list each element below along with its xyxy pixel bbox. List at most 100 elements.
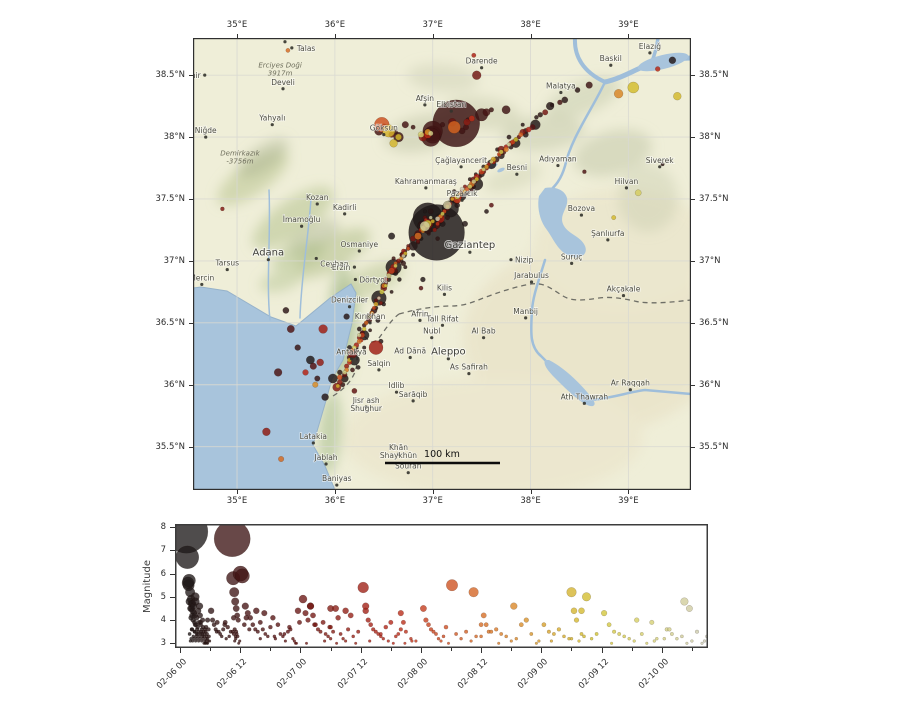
city-label: Manbij bbox=[513, 307, 538, 316]
scatter-point bbox=[297, 619, 302, 625]
city-dot bbox=[559, 90, 563, 95]
x-minor-tick bbox=[330, 648, 332, 651]
lakes bbox=[488, 52, 689, 407]
lon-tick-label-top: 39°E bbox=[618, 20, 639, 30]
city-dot bbox=[281, 87, 285, 91]
city-label: Hilvan bbox=[615, 177, 639, 186]
scatter-point bbox=[234, 612, 241, 619]
quake-marker bbox=[498, 149, 504, 155]
city-dot bbox=[204, 135, 208, 139]
quake-marker bbox=[396, 258, 401, 264]
scatter-point bbox=[702, 639, 707, 643]
city-label: Çağlayancerit bbox=[435, 156, 487, 165]
scatter-point bbox=[396, 632, 401, 636]
quake-marker bbox=[488, 202, 494, 208]
city-label: Osmaniye bbox=[341, 240, 379, 249]
quake-marker bbox=[220, 206, 225, 212]
quake-marker bbox=[518, 132, 524, 138]
quake-marker bbox=[335, 383, 340, 389]
x-tick-label: 02-06 12 bbox=[215, 657, 250, 692]
quake-marker bbox=[328, 373, 338, 384]
scatter-point bbox=[196, 602, 204, 610]
city-label: Siverek bbox=[646, 156, 674, 165]
scatter-point bbox=[268, 624, 273, 630]
scatter-point bbox=[258, 636, 263, 641]
quake-marker bbox=[534, 115, 539, 120]
scatter-point bbox=[342, 607, 349, 615]
quake-marker bbox=[383, 277, 388, 282]
lat-tick-label-left: 35.5°N bbox=[155, 441, 185, 452]
quake-marker bbox=[529, 124, 536, 131]
scatter-point bbox=[189, 627, 195, 632]
scatter-point bbox=[331, 629, 336, 634]
scatter-point bbox=[566, 587, 577, 598]
ataturk-reservoir bbox=[538, 187, 586, 258]
y-axis-label: Magnitude bbox=[141, 559, 153, 613]
city-dot bbox=[314, 256, 318, 261]
lat-tick-mark bbox=[189, 322, 193, 324]
city-dot bbox=[300, 224, 304, 228]
scatter-point bbox=[193, 639, 198, 643]
quake-marker bbox=[401, 253, 406, 259]
city-dot bbox=[582, 401, 586, 405]
scatter-point bbox=[247, 615, 254, 621]
x-tick-mark bbox=[601, 648, 603, 653]
scatter-point bbox=[365, 617, 371, 623]
scatter-point bbox=[310, 612, 316, 619]
x-tick-label: 02-08 00 bbox=[395, 657, 430, 692]
city-dot bbox=[396, 452, 401, 456]
scatter-point bbox=[622, 634, 627, 639]
map-panel: Erciyes Doği3917mDemirkazık-3756mKayseri… bbox=[193, 38, 691, 490]
scatter-point bbox=[634, 617, 640, 623]
city-label: Dörtyol bbox=[359, 275, 387, 284]
city-label: Kozan bbox=[306, 193, 329, 202]
scatter-point bbox=[222, 619, 228, 625]
scatter-point bbox=[191, 597, 200, 606]
lat-tick-mark bbox=[189, 446, 193, 448]
lon-tick-mark bbox=[530, 490, 532, 494]
scatter-point bbox=[356, 629, 361, 634]
quake-marker bbox=[294, 344, 301, 351]
scatter-point bbox=[454, 632, 458, 636]
quake-marker bbox=[481, 167, 486, 172]
y-tick-label: 8 bbox=[160, 522, 166, 533]
lon-tick-label-top: 35°E bbox=[226, 20, 248, 30]
scatter-point bbox=[439, 639, 443, 643]
scatter-point bbox=[529, 632, 534, 636]
quake-marker bbox=[660, 162, 665, 167]
quake-marker bbox=[471, 52, 477, 58]
scatter-point bbox=[233, 636, 238, 641]
scatter-point bbox=[200, 617, 206, 623]
x-tick-label: 02-09 12 bbox=[576, 657, 611, 692]
scatter-point bbox=[546, 629, 551, 634]
scatter-point bbox=[398, 627, 403, 632]
scatter-point bbox=[381, 636, 386, 641]
lon-tick-label-bottom: 36°E bbox=[324, 496, 346, 506]
quake-marker bbox=[401, 121, 409, 129]
quake-marker bbox=[444, 215, 450, 221]
lat-tick-label-left: 37.5°N bbox=[155, 193, 185, 204]
city-label: Niğde bbox=[195, 126, 217, 135]
lon-tick-mark bbox=[432, 490, 434, 494]
quake-marker bbox=[501, 105, 511, 115]
scatter-point bbox=[231, 597, 240, 606]
scatter-point bbox=[351, 634, 355, 639]
city-label: Ceyhan bbox=[320, 259, 349, 268]
scatter-point bbox=[266, 634, 270, 639]
scatter-point bbox=[410, 639, 414, 643]
x-tick-mark bbox=[420, 648, 422, 653]
city-dot bbox=[377, 368, 381, 372]
lat-tick-label-left: 37°N bbox=[163, 255, 185, 266]
x-tick-mark bbox=[360, 648, 362, 653]
city-label: Kırıkhan bbox=[355, 312, 386, 321]
scatter-point bbox=[480, 612, 487, 619]
scatter-point bbox=[562, 634, 566, 639]
scatter-point bbox=[306, 602, 315, 610]
scatter-point bbox=[244, 610, 251, 617]
scatter-point bbox=[313, 622, 318, 628]
city-label: İmamoğlu bbox=[283, 215, 321, 224]
city-dot bbox=[621, 293, 626, 298]
scatter-point bbox=[275, 622, 281, 628]
quake-marker bbox=[352, 345, 357, 350]
quake-marker bbox=[371, 305, 377, 311]
